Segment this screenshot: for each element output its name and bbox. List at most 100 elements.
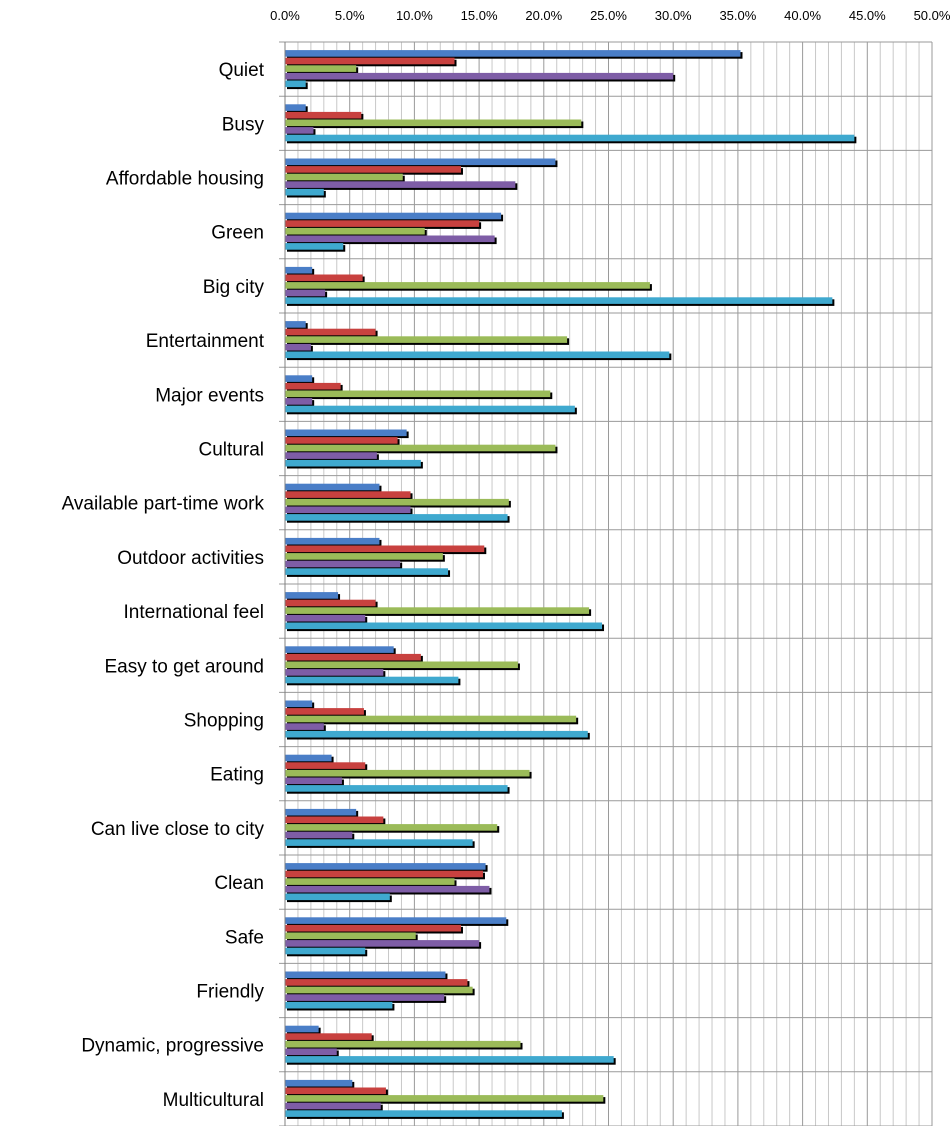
bar-10-3 bbox=[285, 553, 443, 560]
category-label: Quiet bbox=[219, 60, 265, 81]
bar-9-1 bbox=[285, 483, 380, 491]
bar-13-4 bbox=[285, 723, 324, 730]
bar-4-4 bbox=[285, 235, 495, 243]
bar-1-5 bbox=[285, 80, 306, 88]
bar-7-4 bbox=[285, 398, 313, 405]
category-label: Clean bbox=[214, 873, 264, 894]
bar-1-2 bbox=[285, 57, 455, 65]
bar-3-2 bbox=[285, 166, 461, 173]
bar-9-5 bbox=[285, 514, 508, 521]
bar-9-3 bbox=[285, 498, 509, 506]
category-label: Multicultural bbox=[163, 1090, 264, 1111]
category-label: Outdoor activities bbox=[117, 548, 264, 569]
bar-18-5 bbox=[285, 1001, 393, 1009]
bar-4-5 bbox=[285, 243, 344, 250]
bar-17-4 bbox=[285, 940, 480, 947]
category-label: Busy bbox=[222, 114, 265, 135]
bar-15-3 bbox=[285, 824, 498, 831]
bar-10-5 bbox=[285, 568, 449, 575]
bar-20-1 bbox=[285, 1079, 353, 1087]
bar-6-4 bbox=[285, 343, 311, 351]
category-label: International feel bbox=[124, 602, 265, 623]
bar-3-5 bbox=[285, 188, 324, 196]
bar-8-2 bbox=[285, 437, 398, 444]
bar-13-1 bbox=[285, 700, 313, 708]
bar-12-1 bbox=[285, 646, 394, 653]
bar-11-3 bbox=[285, 607, 590, 614]
bar-20-5 bbox=[285, 1110, 562, 1117]
bar-7-3 bbox=[285, 390, 551, 398]
category-label: Available part-time work bbox=[62, 494, 265, 515]
category-label: Dynamic, progressive bbox=[81, 1036, 264, 1057]
bar-2-4 bbox=[285, 127, 314, 134]
bar-20-4 bbox=[285, 1102, 381, 1110]
bar-13-2 bbox=[285, 708, 364, 715]
x-tick-label: 25.0% bbox=[590, 8, 627, 23]
bar-14-2 bbox=[285, 762, 366, 769]
bar-5-5 bbox=[285, 297, 833, 304]
bar-5-2 bbox=[285, 274, 363, 282]
bar-12-4 bbox=[285, 669, 384, 676]
bar-5-1 bbox=[285, 266, 313, 274]
bar-20-2 bbox=[285, 1087, 386, 1095]
bar-17-3 bbox=[285, 932, 416, 940]
bar-6-2 bbox=[285, 328, 376, 336]
bar-2-5 bbox=[285, 134, 855, 142]
bar-1-1 bbox=[285, 50, 741, 57]
bar-3-1 bbox=[285, 158, 556, 166]
bar-2-3 bbox=[285, 119, 582, 127]
bar-11-5 bbox=[285, 622, 603, 630]
bar-7-2 bbox=[285, 382, 341, 390]
bar-18-4 bbox=[285, 994, 445, 1001]
category-label: Friendly bbox=[196, 982, 264, 1003]
bar-19-5 bbox=[285, 1056, 614, 1063]
axis-layer: 0.0% 5.0% 10.0% 15.0% 20.0% 25.0% 30.0% 35.0% 40… bbox=[62, 8, 951, 1126]
bar-6-5 bbox=[285, 351, 670, 359]
x-tick-label: 5.0% bbox=[335, 8, 365, 23]
bar-16-1 bbox=[285, 863, 486, 870]
bar-9-4 bbox=[285, 506, 411, 514]
bar-13-5 bbox=[285, 730, 588, 738]
bar-11-4 bbox=[285, 614, 366, 622]
bar-20-3 bbox=[285, 1095, 604, 1102]
bar-8-5 bbox=[285, 459, 421, 467]
bar-16-4 bbox=[285, 885, 490, 893]
bar-4-2 bbox=[285, 220, 480, 227]
bar-10-1 bbox=[285, 537, 380, 545]
bar-4-1 bbox=[285, 212, 502, 220]
category-label: Shopping bbox=[184, 711, 264, 732]
bar-15-5 bbox=[285, 839, 473, 846]
bar-2-2 bbox=[285, 111, 362, 119]
bar-18-1 bbox=[285, 971, 446, 979]
bar-15-4 bbox=[285, 831, 353, 839]
category-label: Easy to get around bbox=[105, 656, 265, 677]
bar-19-2 bbox=[285, 1033, 372, 1040]
category-label: Safe bbox=[225, 927, 264, 948]
bar-13-3 bbox=[285, 715, 577, 723]
bar-5-4 bbox=[285, 289, 326, 297]
category-label: Eating bbox=[210, 765, 264, 786]
x-tick-label: 40.0% bbox=[784, 8, 821, 23]
x-tick-label: 30.0% bbox=[655, 8, 692, 23]
bar-18-3 bbox=[285, 986, 473, 994]
bar-8-1 bbox=[285, 429, 407, 437]
bar-2-1 bbox=[285, 104, 306, 111]
bar-4-3 bbox=[285, 227, 425, 235]
category-label: Entertainment bbox=[146, 331, 265, 352]
x-tick-label: 35.0% bbox=[719, 8, 756, 23]
category-label: Big city bbox=[203, 277, 265, 298]
bar-17-1 bbox=[285, 917, 507, 924]
x-tick-label: 15.0% bbox=[461, 8, 498, 23]
bar-3-3 bbox=[285, 173, 403, 181]
bar-11-2 bbox=[285, 599, 376, 607]
bar-6-1 bbox=[285, 321, 306, 328]
bar-12-2 bbox=[285, 653, 421, 661]
bar-15-2 bbox=[285, 816, 384, 824]
bar-6-3 bbox=[285, 336, 568, 343]
bar-10-4 bbox=[285, 560, 401, 568]
bar-10-2 bbox=[285, 545, 485, 553]
x-tick-label: 45.0% bbox=[849, 8, 886, 23]
bar-16-5 bbox=[285, 893, 390, 901]
